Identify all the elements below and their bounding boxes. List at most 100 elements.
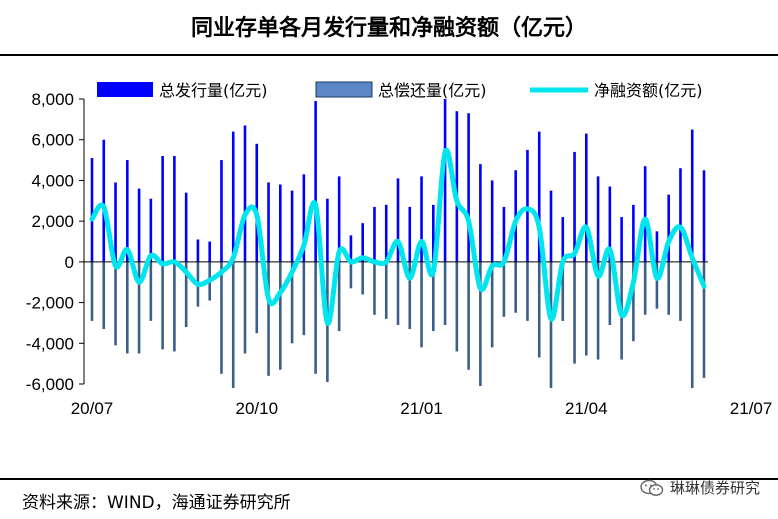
- x-tick-label: 21/07: [730, 399, 773, 418]
- issue-bar: [526, 149, 529, 262]
- repay-bar: [526, 261, 529, 321]
- watermark: 琳琳债券研究: [640, 477, 760, 498]
- x-tick-label: 20/10: [235, 399, 278, 418]
- repay-bar: [643, 261, 647, 315]
- source-note: 资料来源：WIND，海通证券研究所: [22, 493, 291, 513]
- repay-bar: [467, 261, 470, 370]
- issue-bar: [585, 133, 588, 262]
- repay-bar: [361, 261, 364, 295]
- repay-bar: [114, 261, 117, 346]
- legend: 总发行量(亿元) 总偿还量(亿元) 净融资额(亿元): [97, 81, 703, 100]
- x-tick-label: 21/01: [400, 399, 443, 418]
- footer-divider: [0, 478, 778, 480]
- issue-bar: [314, 101, 317, 262]
- wechat-icon: [640, 479, 664, 496]
- repay-bar: [537, 261, 541, 358]
- issue-bar: [443, 99, 447, 262]
- repay-bar: [632, 261, 635, 342]
- issue-bar: [196, 239, 200, 262]
- issue-bar: [243, 125, 247, 262]
- issue-bar: [90, 158, 94, 262]
- repay-bar: [702, 261, 706, 378]
- issue-bar: [161, 156, 164, 262]
- repay-bar: [455, 261, 459, 352]
- issue-bar: [490, 180, 494, 262]
- issue-bar: [279, 184, 282, 262]
- issue-bar: [643, 166, 647, 262]
- issue-bar: [690, 129, 694, 262]
- issue-bar: [137, 188, 141, 262]
- title-divider: [0, 54, 778, 56]
- issue-bar: [667, 194, 670, 262]
- repay-bar: [314, 261, 317, 374]
- repay-bar: [267, 261, 270, 376]
- issue-bar: [208, 241, 211, 262]
- repay-bar: [408, 261, 412, 330]
- issue-bar: [302, 174, 306, 262]
- issue-bar: [467, 113, 470, 262]
- repay-bar: [561, 261, 565, 321]
- issue-bar: [479, 164, 482, 262]
- issue-bar: [420, 176, 423, 262]
- issue-bar: [337, 176, 341, 262]
- issue-bar: [537, 131, 541, 262]
- y-tick-label: 0: [65, 253, 74, 272]
- repay-bar: [279, 261, 282, 370]
- issue-bars: [90, 99, 706, 262]
- repay-bar: [373, 261, 376, 315]
- repay-bar: [161, 261, 164, 350]
- issue-bar: [455, 111, 459, 262]
- repay-bar: [573, 261, 576, 364]
- issue-bar: [679, 168, 682, 262]
- issue-bar: [655, 231, 659, 262]
- legend-swatch-issue: [97, 82, 153, 97]
- issue-bar: [102, 139, 106, 262]
- repay-bar: [149, 261, 153, 321]
- issue-bar: [408, 206, 412, 262]
- repay-bar: [220, 261, 223, 374]
- repay-bar: [173, 261, 176, 352]
- issue-bar: [220, 160, 223, 262]
- repay-bar: [514, 261, 517, 313]
- y-tick-label: 6,000: [31, 131, 74, 150]
- repay-bar: [549, 261, 553, 389]
- repay-bar: [90, 261, 94, 321]
- repay-bar: [443, 261, 447, 325]
- repay-bar: [690, 261, 694, 389]
- legend-swatch-repay: [315, 81, 373, 98]
- y-tick-label: 2,000: [31, 212, 74, 231]
- repay-bar: [231, 261, 235, 389]
- issue-bar: [326, 198, 329, 262]
- repay-bar: [596, 261, 600, 360]
- repay-bar: [349, 261, 353, 289]
- issue-bar: [149, 198, 153, 262]
- repay-bar: [502, 261, 506, 317]
- issue-bar: [620, 217, 623, 262]
- x-axis-ticks: 20/07 20/10 21/01 21/04 21/07: [71, 399, 773, 418]
- repay-bar: [608, 261, 612, 325]
- chart-title: 同业存单各月发行量和净融资额（亿元）: [190, 15, 587, 41]
- repay-bar: [126, 261, 129, 354]
- legend-label-net: 净融资额(亿元): [594, 81, 703, 100]
- repay-bar: [137, 261, 141, 354]
- issue-bar: [549, 190, 553, 262]
- issue-bar: [255, 143, 259, 262]
- issue-bar: [502, 206, 506, 262]
- x-tick-label: 20/07: [71, 399, 114, 418]
- x-tick-label: 21/04: [565, 399, 608, 418]
- y-axis-ticks: 8,000 6,000 4,000 2,000 0 -2,000 -4,000 -6,000: [26, 90, 84, 394]
- y-tick-label: -4,000: [26, 334, 74, 353]
- issue-bar: [384, 204, 388, 262]
- repay-bar: [302, 261, 306, 336]
- repay-bar: [255, 261, 259, 334]
- issue-bar: [573, 151, 576, 262]
- repay-bar: [184, 261, 188, 327]
- repay-bar: [432, 261, 435, 332]
- legend-label-repay: 总偿还量(亿元): [378, 81, 487, 100]
- repay-bar: [102, 261, 106, 330]
- repay-bar: [384, 261, 388, 319]
- issue-bar: [114, 182, 117, 262]
- repay-bar: [679, 261, 682, 321]
- issue-bar: [608, 186, 612, 262]
- y-tick-label: 4,000: [31, 171, 74, 190]
